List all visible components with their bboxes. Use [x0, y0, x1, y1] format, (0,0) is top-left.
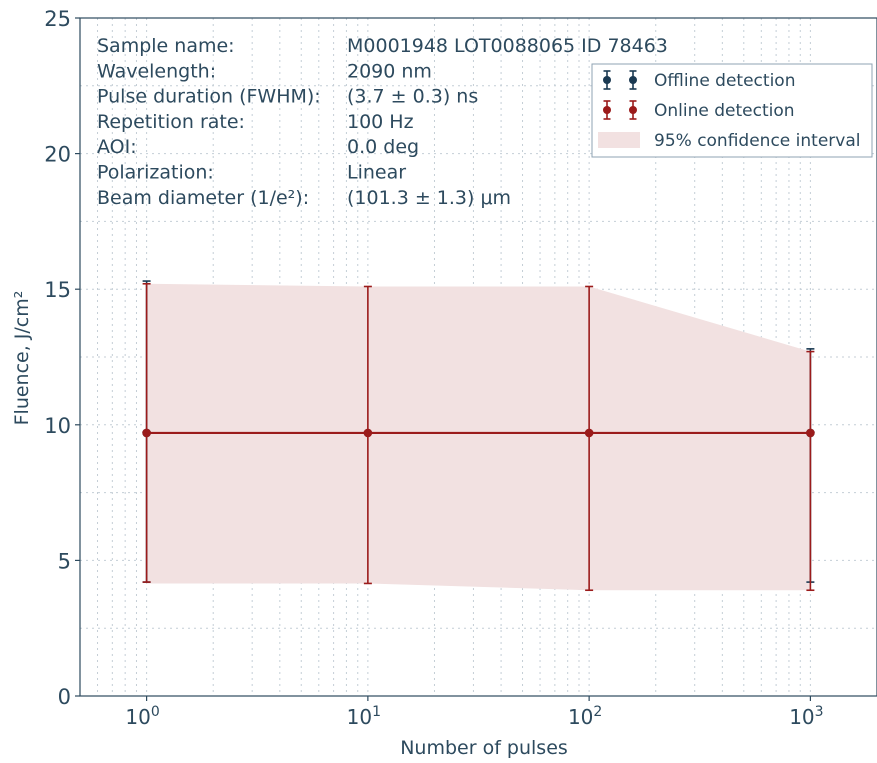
info-value: Linear: [347, 162, 406, 184]
info-value: (3.7 ± 0.3) ns: [347, 86, 478, 108]
y-tick-label: 20: [44, 143, 71, 167]
legend-patch: [598, 132, 640, 148]
info-value: 0.0 deg: [347, 136, 419, 158]
x-tick-label: 103: [789, 704, 823, 729]
data-point: [806, 428, 815, 438]
plot-frame: [79, 17, 877, 697]
legend-marker-dot: [603, 76, 611, 84]
info-label: AOI:: [97, 136, 137, 158]
legend-marker-dot: [603, 106, 611, 114]
data-point: [363, 428, 373, 438]
legend-label: Offline detection: [654, 71, 795, 91]
x-tick-exponent: 0: [151, 704, 160, 720]
legend-label: Online detection: [654, 101, 795, 121]
data-point: [142, 428, 151, 438]
x-axis-label: Number of pulses: [400, 737, 568, 759]
info-label: Repetition rate:: [97, 111, 245, 133]
y-tick-label: 15: [44, 278, 71, 302]
legend-marker-dot: [629, 76, 637, 84]
info-label: Pulse duration (FWHM):: [97, 86, 321, 108]
x-tick-exponent: 3: [815, 704, 824, 720]
info-label: Sample name:: [97, 35, 235, 57]
x-tick-exponent: 1: [372, 704, 381, 720]
info-label: Wavelength:: [97, 60, 216, 82]
y-tick-label: 25: [44, 7, 71, 31]
series-layer: [142, 280, 815, 592]
x-tick-label: 100: [125, 704, 159, 729]
info-value: 100 Hz: [347, 111, 414, 133]
y-tick-label: 5: [58, 549, 71, 573]
data-point: [584, 428, 594, 438]
x-tick-label: 102: [568, 704, 602, 729]
y-axis-label: Fluence, J/cm²: [11, 291, 33, 426]
series-online: [142, 282, 815, 592]
legend: Offline detection Online detection 95% con…: [591, 63, 873, 158]
y-tick-label: 10: [44, 414, 71, 438]
confidence-band-layer: [146, 283, 811, 591]
info-label: Polarization:: [97, 162, 214, 184]
sample-info-box: Sample name: M0001948 LOT0088065 ID 78463…: [97, 35, 668, 209]
x-tick-label: 101: [347, 704, 381, 729]
axes: [79, 17, 877, 697]
info-value: M0001948 LOT0088065 ID 78463: [347, 35, 668, 57]
y-tick-label: 0: [58, 685, 71, 709]
info-label: Beam diameter (1/e²):: [97, 187, 309, 209]
info-value: 2090 nm: [347, 60, 432, 82]
x-tick-exponent: 2: [593, 704, 602, 720]
confidence-band: [146, 283, 811, 591]
legend-marker-dot: [629, 106, 637, 114]
legend-label: 95% confidence interval: [654, 131, 860, 151]
info-value: (101.3 ± 1.3) μm: [347, 187, 511, 209]
